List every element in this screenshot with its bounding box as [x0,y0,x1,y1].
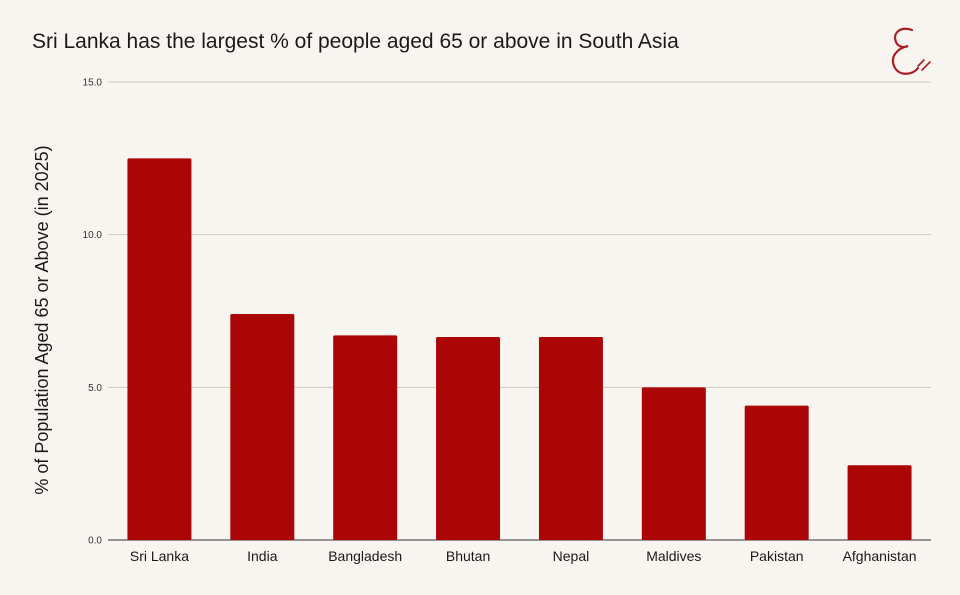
bar-india [230,314,295,540]
x-category-label: Nepal [553,548,590,564]
y-tick-label: 0.0 [88,536,102,547]
x-category-label: Maldives [646,548,701,564]
x-category-label: Pakistan [750,548,804,564]
bars [127,158,912,541]
y-tick-label: 10.0 [83,230,103,241]
bar-bhutan [436,336,501,540]
bar-pakistan [744,405,809,540]
bar-afghanistan [847,465,912,540]
x-category-label: Afghanistan [843,548,917,564]
y-axis-title: % of Population Aged 65 or Above (in 202… [32,145,52,494]
x-category-label: Bhutan [446,548,490,564]
brand-logo [891,27,931,75]
chart-title: Sri Lanka has the largest % of people ag… [32,30,679,53]
x-category-label: Sri Lanka [130,548,189,564]
x-axis-labels: Sri Lanka India Bangladesh Bhutan Nepal Maldi… [130,548,917,564]
bar-sri-lanka [127,158,192,541]
y-axis-ticks: 0.0 5.0 10.0 15.0 [83,78,103,547]
y-tick-label: 5.0 [88,383,102,394]
y-tick-label: 15.0 [83,78,103,89]
bar-maldives [641,387,706,540]
x-category-label: Bangladesh [328,548,402,564]
x-category-label: India [247,548,278,564]
bar-nepal [538,336,603,540]
bar-bangladesh [333,335,398,540]
